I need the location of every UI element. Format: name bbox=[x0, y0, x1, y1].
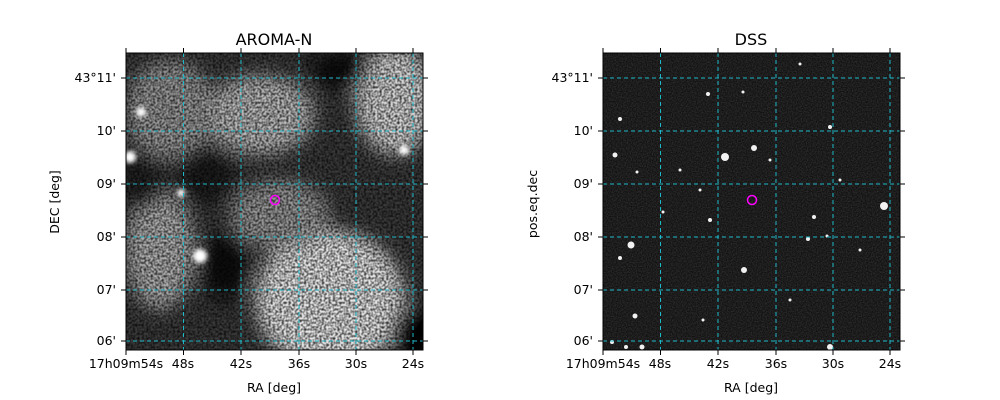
y-tick-label: 06' bbox=[574, 333, 593, 348]
star bbox=[678, 168, 682, 172]
dss-title: DSS bbox=[735, 30, 768, 49]
aroma-n-ylabel: DEC [deg] bbox=[47, 170, 62, 234]
star bbox=[706, 92, 710, 96]
star bbox=[751, 145, 757, 151]
y-tick-label: 07' bbox=[574, 282, 593, 297]
dss-x-tick-labels: 17h09m54s 48s 42s 36s 30s 24s bbox=[566, 356, 901, 371]
x-tick-label: 42s bbox=[230, 356, 252, 371]
y-tick-label: 10' bbox=[97, 123, 116, 138]
x-tick-label: 17h09m54s bbox=[566, 356, 640, 371]
star bbox=[812, 215, 816, 219]
y-tick-label: 07' bbox=[97, 282, 116, 297]
star bbox=[721, 153, 729, 161]
star bbox=[788, 298, 792, 302]
aroma-n-target-marker bbox=[269, 194, 281, 206]
panel-aroma-n: AROMA-N RA [deg] DEC [deg] 17h09m54s 48s… bbox=[47, 30, 428, 395]
y-tick-label: 09' bbox=[574, 176, 593, 191]
star bbox=[838, 178, 842, 182]
y-tick-label: 08' bbox=[574, 229, 593, 244]
star bbox=[741, 267, 747, 273]
star bbox=[639, 344, 645, 350]
star bbox=[768, 158, 772, 162]
panel-dss: DSS RA [deg] pos.eq.dec 17h09m54s 48s 42… bbox=[525, 30, 905, 395]
star bbox=[880, 202, 888, 210]
aroma-n-ticks bbox=[121, 48, 428, 355]
star bbox=[624, 345, 628, 349]
dss-frame bbox=[602, 52, 901, 351]
y-tick-label: 43°11' bbox=[75, 70, 117, 85]
x-tick-label: 42s bbox=[707, 356, 729, 371]
dss-image bbox=[603, 53, 900, 350]
star bbox=[618, 117, 622, 121]
aroma-n-image bbox=[126, 53, 423, 350]
aroma-n-y-tick-labels: 43°11' 10' 09' 08' 07' 06' bbox=[75, 70, 117, 348]
y-tick-label: 06' bbox=[97, 333, 116, 348]
dss-ticks bbox=[598, 48, 905, 355]
aroma-n-grid bbox=[125, 53, 423, 350]
star bbox=[798, 62, 802, 66]
dss-xlabel: RA [deg] bbox=[724, 380, 778, 395]
x-tick-label: 48s bbox=[172, 356, 194, 371]
x-tick-label: 30s bbox=[345, 356, 367, 371]
star bbox=[632, 313, 638, 319]
star bbox=[858, 248, 862, 252]
star bbox=[701, 318, 705, 322]
x-tick-label: 30s bbox=[822, 356, 844, 371]
x-tick-label: 36s bbox=[288, 356, 310, 371]
star bbox=[741, 90, 745, 94]
star bbox=[708, 218, 712, 222]
aroma-n-xlabel: RA [deg] bbox=[247, 380, 301, 395]
y-tick-label: 43°11' bbox=[552, 70, 594, 85]
x-tick-label: 24s bbox=[879, 356, 901, 371]
y-tick-label: 08' bbox=[97, 229, 116, 244]
aroma-n-frame bbox=[125, 52, 424, 351]
y-tick-label: 10' bbox=[574, 123, 593, 138]
x-tick-label: 24s bbox=[402, 356, 424, 371]
star bbox=[635, 170, 639, 174]
star bbox=[612, 152, 618, 158]
aroma-n-x-tick-labels: 17h09m54s 48s 42s 36s 30s 24s bbox=[89, 356, 424, 371]
star bbox=[627, 241, 635, 249]
star bbox=[806, 237, 810, 241]
dss-ylabel: pos.eq.dec bbox=[525, 170, 540, 238]
star bbox=[827, 344, 833, 350]
dss-stars bbox=[610, 62, 888, 350]
dss-target-marker bbox=[746, 194, 758, 206]
x-tick-label: 48s bbox=[649, 356, 671, 371]
y-tick-label: 09' bbox=[97, 176, 116, 191]
x-tick-label: 17h09m54s bbox=[89, 356, 163, 371]
dss-y-tick-labels: 43°11' 10' 09' 08' 07' 06' bbox=[552, 70, 594, 348]
star bbox=[698, 188, 702, 192]
star bbox=[661, 210, 665, 214]
x-tick-label: 36s bbox=[765, 356, 787, 371]
aroma-n-title: AROMA-N bbox=[236, 30, 313, 49]
star bbox=[618, 256, 622, 260]
star bbox=[828, 125, 832, 129]
